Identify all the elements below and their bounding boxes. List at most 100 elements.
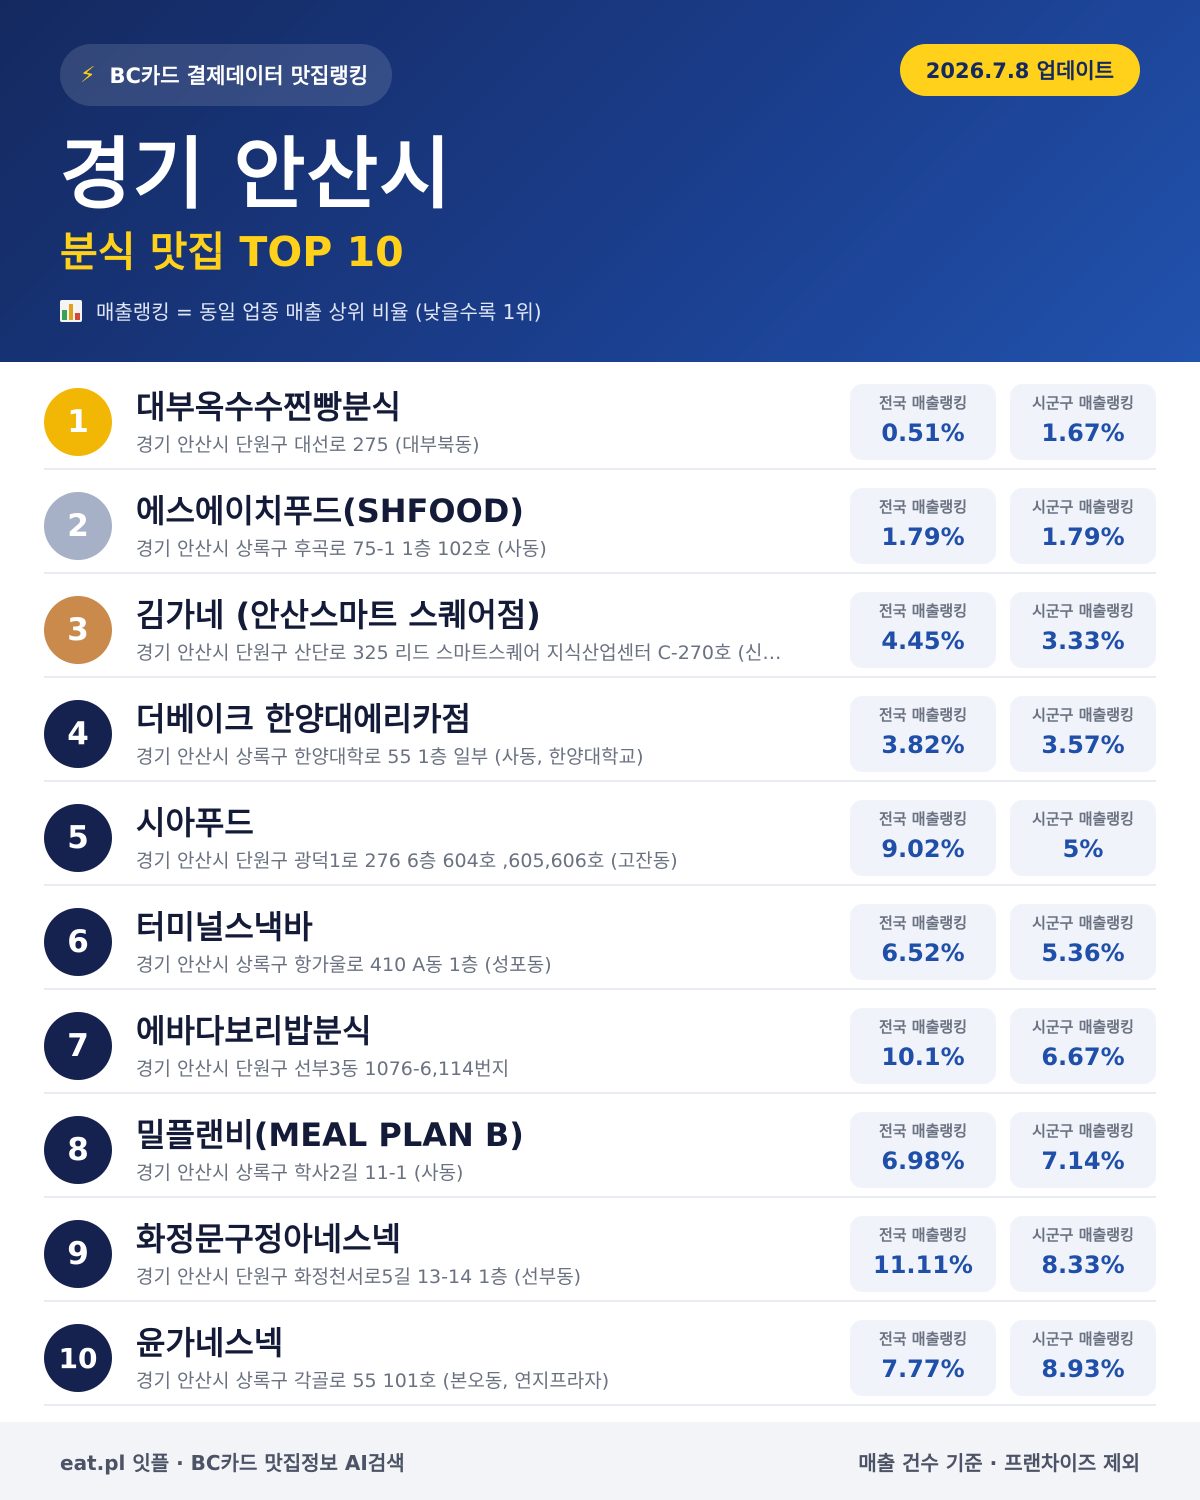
national-ranking-box: 전국 매출랭킹 3.82% bbox=[850, 696, 996, 772]
restaurant-name: 화정문구정아네스넥 bbox=[136, 1220, 401, 1258]
national-ranking-value: 4.45% bbox=[881, 627, 965, 655]
rank-badge: 5 bbox=[44, 804, 112, 872]
national-ranking-value: 7.77% bbox=[881, 1355, 965, 1383]
national-ranking-label: 전국 매출랭킹 bbox=[878, 810, 968, 828]
district-ranking-label: 시군구 매출랭킹 bbox=[1032, 706, 1134, 724]
district-ranking-value: 5% bbox=[1062, 835, 1104, 863]
national-ranking-box: 전국 매출랭킹 0.51% bbox=[850, 384, 996, 460]
district-ranking-box: 시군구 매출랭킹 7.14% bbox=[1010, 1112, 1156, 1188]
district-ranking-box: 시군구 매출랭킹 8.93% bbox=[1010, 1320, 1156, 1396]
restaurant-address: 경기 안산시 상록구 항가울로 410 A동 1층 (성포동) bbox=[136, 954, 552, 976]
restaurant-name: 에스에이치푸드(SHFOOD) bbox=[136, 492, 524, 530]
ranking-note: 매출랭킹 = 동일 업종 매출 상위 비율 (낮을수록 1위) bbox=[60, 296, 542, 325]
national-ranking-label: 전국 매출랭킹 bbox=[878, 1018, 968, 1036]
national-ranking-box: 전국 매출랭킹 11.11% bbox=[850, 1216, 996, 1292]
restaurant-address: 경기 안산시 단원구 대선로 275 (대부북동) bbox=[136, 434, 480, 456]
district-ranking-box: 시군구 매출랭킹 1.67% bbox=[1010, 384, 1156, 460]
update-badge: 2026.7.8 업데이트 bbox=[899, 44, 1140, 96]
restaurant-name: 윤가네스넥 bbox=[136, 1324, 284, 1362]
list-item[interactable]: 5 시아푸드 경기 안산시 단원구 광덕1로 276 6층 604호 ,605,60… bbox=[44, 782, 1156, 886]
national-ranking-value: 6.52% bbox=[881, 939, 965, 967]
list-item[interactable]: 3 김가네 (안산스마트 스퀘어점) 경기 안산시 단원구 산단로 325 리드 스… bbox=[44, 574, 1156, 678]
district-ranking-label: 시군구 매출랭킹 bbox=[1032, 394, 1134, 412]
national-ranking-value: 3.82% bbox=[881, 731, 965, 759]
district-ranking-box: 시군구 매출랭킹 5% bbox=[1010, 800, 1156, 876]
national-ranking-value: 11.11% bbox=[873, 1251, 973, 1279]
footer-criteria: 매출 건수 기준 · 프랜차이즈 제외 bbox=[858, 1450, 1140, 1475]
restaurant-address: 경기 안산시 단원구 선부3동 1076-6,114번지 bbox=[136, 1058, 510, 1080]
district-ranking-label: 시군구 매출랭킹 bbox=[1032, 1226, 1134, 1244]
restaurant-address: 경기 안산시 단원구 산단로 325 리드 스마트스퀘어 지식산업센터 C-27… bbox=[136, 642, 782, 664]
rank-badge: 1 bbox=[44, 388, 112, 456]
national-ranking-label: 전국 매출랭킹 bbox=[878, 602, 968, 620]
national-ranking-box: 전국 매출랭킹 1.79% bbox=[850, 488, 996, 564]
national-ranking-label: 전국 매출랭킹 bbox=[878, 914, 968, 932]
restaurant-address: 경기 안산시 상록구 각골로 55 101호 (본오동, 연지프라자) bbox=[136, 1370, 610, 1392]
national-ranking-label: 전국 매출랭킹 bbox=[878, 394, 968, 412]
national-ranking-box: 전국 매출랭킹 7.77% bbox=[850, 1320, 996, 1396]
rank-badge: 3 bbox=[44, 596, 112, 664]
ranking-note-text: 매출랭킹 = 동일 업종 매출 상위 비율 (낮을수록 1위) bbox=[96, 300, 542, 324]
bolt-icon: ⚡ bbox=[80, 62, 96, 88]
district-ranking-value: 8.93% bbox=[1041, 1355, 1125, 1383]
district-ranking-label: 시군구 매출랭킹 bbox=[1032, 498, 1134, 516]
rank-badge: 4 bbox=[44, 700, 112, 768]
national-ranking-value: 9.02% bbox=[881, 835, 965, 863]
district-ranking-value: 3.33% bbox=[1041, 627, 1125, 655]
district-ranking-box: 시군구 매출랭킹 8.33% bbox=[1010, 1216, 1156, 1292]
list-item[interactable]: 8 밀플랜비(MEAL PLAN B) 경기 안산시 상록구 학사2길 11-1 (… bbox=[44, 1094, 1156, 1198]
footer: eat.pl 잇플 · BC카드 맛집정보 AI검색 매출 건수 기준 · 프랜… bbox=[0, 1422, 1200, 1500]
district-ranking-label: 시군구 매출랭킹 bbox=[1032, 914, 1134, 932]
restaurant-name: 대부옥수수찐빵분식 bbox=[136, 388, 401, 426]
rank-badge: 7 bbox=[44, 1012, 112, 1080]
district-ranking-box: 시군구 매출랭킹 6.67% bbox=[1010, 1008, 1156, 1084]
rank-badge: 9 bbox=[44, 1220, 112, 1288]
district-ranking-box: 시군구 매출랭킹 5.36% bbox=[1010, 904, 1156, 980]
restaurant-address: 경기 안산시 상록구 후곡로 75-1 1층 102호 (사동) bbox=[136, 538, 547, 560]
rank-badge: 10 bbox=[44, 1324, 112, 1392]
restaurant-address: 경기 안산시 상록구 학사2길 11-1 (사동) bbox=[136, 1162, 464, 1184]
district-ranking-box: 시군구 매출랭킹 3.33% bbox=[1010, 592, 1156, 668]
district-ranking-label: 시군구 매출랭킹 bbox=[1032, 810, 1134, 828]
rank-badge: 6 bbox=[44, 908, 112, 976]
national-ranking-label: 전국 매출랭킹 bbox=[878, 1330, 968, 1348]
restaurant-name: 에바다보리밥분식 bbox=[136, 1012, 372, 1050]
national-ranking-value: 6.98% bbox=[881, 1147, 965, 1175]
list-item[interactable]: 2 에스에이치푸드(SHFOOD) 경기 안산시 상록구 후곡로 75-1 1층 1… bbox=[44, 470, 1156, 574]
page-subtitle: 분식 맛집 TOP 10 bbox=[60, 228, 404, 276]
district-ranking-label: 시군구 매출랭킹 bbox=[1032, 1330, 1134, 1348]
restaurant-address: 경기 안산시 단원구 화정천서로5길 13-14 1층 (선부동) bbox=[136, 1266, 582, 1288]
district-ranking-value: 1.79% bbox=[1041, 523, 1125, 551]
district-ranking-box: 시군구 매출랭킹 1.79% bbox=[1010, 488, 1156, 564]
list-item[interactable]: 4 더베이크 한양대에리카점 경기 안산시 상록구 한양대학로 55 1층 일부 (… bbox=[44, 678, 1156, 782]
national-ranking-label: 전국 매출랭킹 bbox=[878, 1122, 968, 1140]
national-ranking-label: 전국 매출랭킹 bbox=[878, 706, 968, 724]
restaurant-name: 더베이크 한양대에리카점 bbox=[136, 700, 471, 738]
district-ranking-value: 8.33% bbox=[1041, 1251, 1125, 1279]
district-ranking-value: 3.57% bbox=[1041, 731, 1125, 759]
national-ranking-label: 전국 매출랭킹 bbox=[878, 1226, 968, 1244]
rank-badge: 2 bbox=[44, 492, 112, 560]
district-ranking-value: 6.67% bbox=[1041, 1043, 1125, 1071]
national-ranking-value: 1.79% bbox=[881, 523, 965, 551]
national-ranking-label: 전국 매출랭킹 bbox=[878, 498, 968, 516]
national-ranking-box: 전국 매출랭킹 4.45% bbox=[850, 592, 996, 668]
restaurant-name: 터미널스낵바 bbox=[136, 908, 313, 946]
national-ranking-box: 전국 매출랭킹 6.52% bbox=[850, 904, 996, 980]
district-ranking-value: 1.67% bbox=[1041, 419, 1125, 447]
national-ranking-box: 전국 매출랭킹 6.98% bbox=[850, 1112, 996, 1188]
district-ranking-box: 시군구 매출랭킹 3.57% bbox=[1010, 696, 1156, 772]
district-ranking-value: 7.14% bbox=[1041, 1147, 1125, 1175]
restaurant-name: 김가네 (안산스마트 스퀘어점) bbox=[136, 596, 541, 634]
page-title: 경기 안산시 bbox=[60, 130, 452, 220]
restaurant-name: 시아푸드 bbox=[136, 804, 254, 842]
source-label: BC카드 결제데이터 맛집랭킹 bbox=[109, 64, 369, 88]
national-ranking-box: 전국 매출랭킹 10.1% bbox=[850, 1008, 996, 1084]
bar-chart-icon bbox=[60, 299, 82, 322]
